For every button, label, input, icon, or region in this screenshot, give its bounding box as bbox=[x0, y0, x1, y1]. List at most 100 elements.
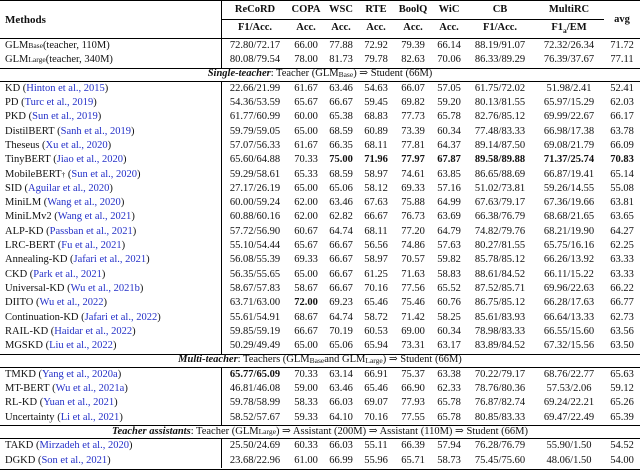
value-cb: 66.38/76.79 bbox=[474, 211, 526, 223]
avg-column-header: avg bbox=[614, 14, 630, 25]
value-multirc: 66.11/15.22 bbox=[544, 268, 594, 280]
text-segment: ( bbox=[49, 383, 56, 395]
value-cb: 70.22/79.17 bbox=[474, 368, 526, 380]
value-boolq: 75.88 bbox=[401, 197, 425, 209]
metric-header-row: F1/Acc. Acc. Acc. Acc. Acc. Acc. F1/Acc. F1a/EM bbox=[222, 20, 604, 38]
task-header-row: ReCoRD COPA WSC RTE BoolQ WiC CB MultiRC bbox=[222, 1, 604, 20]
metric-header-multirc: F1a/EM bbox=[534, 22, 604, 34]
value-wic: 67.87 bbox=[437, 154, 461, 166]
citation-link[interactable]: Wu et al., 2021b bbox=[70, 282, 140, 294]
citation-link[interactable]: Sun et al., 2020 bbox=[71, 168, 138, 180]
method-cell: MiniLM (Wang et al., 2020) bbox=[0, 196, 222, 211]
text-segment: ) bbox=[157, 311, 161, 323]
value-rte: 72.92 bbox=[364, 39, 388, 51]
citation-link[interactable]: Mirzadeh et al., 2020 bbox=[39, 440, 129, 452]
value-multirc: 65.75/16.16 bbox=[543, 240, 595, 252]
citation-link[interactable]: Park et al., 2021 bbox=[33, 268, 102, 280]
text-segment: ) bbox=[124, 383, 128, 395]
value-rte: 71.96 bbox=[364, 154, 388, 166]
text-segment: ( bbox=[51, 211, 58, 223]
method-cell: MT-BERT (Wu et al., 2021a) bbox=[0, 382, 222, 397]
citation-link[interactable]: Turc et al., 2019 bbox=[24, 97, 94, 109]
citation-link[interactable]: Xu et al., 2020 bbox=[45, 139, 108, 151]
citation-link[interactable]: Wu et al., 2022 bbox=[39, 297, 104, 309]
citation-link[interactable]: Yang et al., 2020a bbox=[42, 368, 118, 380]
citation-link[interactable]: Sanh et al., 2019 bbox=[60, 125, 131, 137]
value-boolq: 70.57 bbox=[401, 254, 425, 266]
table-row: MGSKD (Liu et al., 2022) 50.29/49.49 65.00… bbox=[0, 339, 640, 354]
value-copa: 61.00 bbox=[294, 454, 318, 466]
value-rte: 65.46 bbox=[364, 383, 388, 395]
citation-link[interactable]: Jafari et al., 2021 bbox=[73, 254, 147, 266]
text-segment: CKD bbox=[5, 268, 28, 280]
value-wsc: 63.46 bbox=[329, 383, 353, 395]
value-boolq: 76.73 bbox=[401, 211, 425, 223]
value-multirc: 55.90/1.50 bbox=[546, 440, 592, 452]
text-segment: ( bbox=[27, 268, 34, 280]
text-segment: Acc. bbox=[403, 22, 423, 33]
text-segment: ) bbox=[139, 282, 144, 294]
table-row: TinyBERT (Jiao et al., 2020) 65.60/64.88 7… bbox=[0, 153, 640, 168]
text-segment: F1/Acc. bbox=[237, 22, 273, 33]
citation-link[interactable]: Fu et al., 2021 bbox=[61, 240, 122, 252]
citation-link[interactable]: Jiao et al., 2020 bbox=[56, 154, 123, 166]
value-avg: 54.52 bbox=[610, 440, 634, 452]
text-segment: ( bbox=[26, 111, 33, 123]
metric-header-copa: Acc. bbox=[288, 22, 324, 34]
value-boolq: 66.07 bbox=[401, 82, 425, 94]
value-wsc: 68.59 bbox=[329, 168, 353, 180]
value-record: 59.79/59.05 bbox=[229, 125, 281, 137]
value-multirc: 59.26/14.55 bbox=[543, 182, 595, 194]
citation-link[interactable]: Wu et al., 2021a bbox=[55, 383, 125, 395]
text-segment: ) bbox=[117, 368, 122, 380]
text-segment: MiniLMv2 bbox=[5, 211, 52, 223]
value-record: 54.36/53.59 bbox=[229, 97, 281, 109]
value-wic: 64.79 bbox=[437, 225, 461, 237]
value-avg: 52.41 bbox=[610, 82, 634, 94]
text-segment: ) bbox=[109, 182, 113, 194]
value-avg: 55.08 bbox=[610, 182, 634, 194]
value-wic: 63.85 bbox=[437, 168, 461, 180]
value-avg: 66.77 bbox=[610, 297, 634, 309]
text-segment: ) bbox=[93, 97, 97, 109]
citation-link[interactable]: Son et al., 2021 bbox=[41, 454, 108, 466]
text-segment: Acc. bbox=[439, 22, 459, 33]
value-rte: 79.78 bbox=[364, 54, 388, 66]
methods-column-header: Methods bbox=[0, 1, 222, 38]
citation-link[interactable]: Wang et al., 2021 bbox=[57, 211, 132, 223]
citation-link[interactable]: Liu et al., 2022 bbox=[49, 340, 113, 352]
value-avg: 77.11 bbox=[610, 54, 634, 66]
value-multirc: 69.47/22.49 bbox=[543, 411, 595, 423]
value-wic: 65.78 bbox=[437, 397, 461, 409]
table-row: TMKD (Yang et al., 2020a) 65.77/65.09 70.3… bbox=[0, 367, 640, 383]
citation-link[interactable]: Yuan et al., 2021 bbox=[43, 397, 115, 409]
value-rte: 56.56 bbox=[364, 240, 388, 252]
column-header-rte: RTE bbox=[365, 3, 387, 15]
value-avg: 62.03 bbox=[610, 97, 634, 109]
citation-link[interactable]: Haidar et al., 2022 bbox=[54, 325, 133, 337]
value-copa: 62.00 bbox=[294, 197, 318, 209]
value-record: 72.80/72.17 bbox=[229, 39, 281, 51]
citation-link[interactable]: Hinton et al., 2015 bbox=[26, 82, 105, 94]
text-segment: ) bbox=[121, 240, 126, 252]
value-record: 55.61/54.91 bbox=[229, 311, 281, 323]
value-rte: 66.67 bbox=[364, 211, 388, 223]
citation-link[interactable]: Jafari et al., 2022 bbox=[84, 311, 158, 323]
citation-link[interactable]: Li et al., 2021 bbox=[60, 411, 120, 423]
citation-link[interactable]: Aguilar et al., 2020 bbox=[28, 182, 110, 194]
value-multirc: 66.28/17.63 bbox=[543, 297, 595, 309]
citation-link[interactable]: Wang et al., 2020 bbox=[47, 197, 121, 209]
value-copa: 65.67 bbox=[294, 240, 318, 252]
citation-link[interactable]: Passban et al., 2021 bbox=[49, 225, 133, 237]
text-segment: ) bbox=[101, 268, 106, 280]
section-header: Single-teacher: Teacher (GLM Base) ⇒ Stud… bbox=[0, 67, 640, 82]
value-rte: 55.11 bbox=[364, 440, 388, 452]
text-segment: ) bbox=[128, 440, 133, 452]
text-segment: ( bbox=[78, 311, 85, 323]
citation-link[interactable]: Sun et al., 2019 bbox=[32, 111, 98, 123]
text-segment: ( bbox=[35, 454, 42, 466]
value-copa: 65.00 bbox=[294, 125, 318, 137]
value-avg: 65.39 bbox=[610, 411, 634, 423]
text-segment: ) bbox=[107, 139, 112, 151]
value-wic: 63.38 bbox=[437, 368, 461, 380]
